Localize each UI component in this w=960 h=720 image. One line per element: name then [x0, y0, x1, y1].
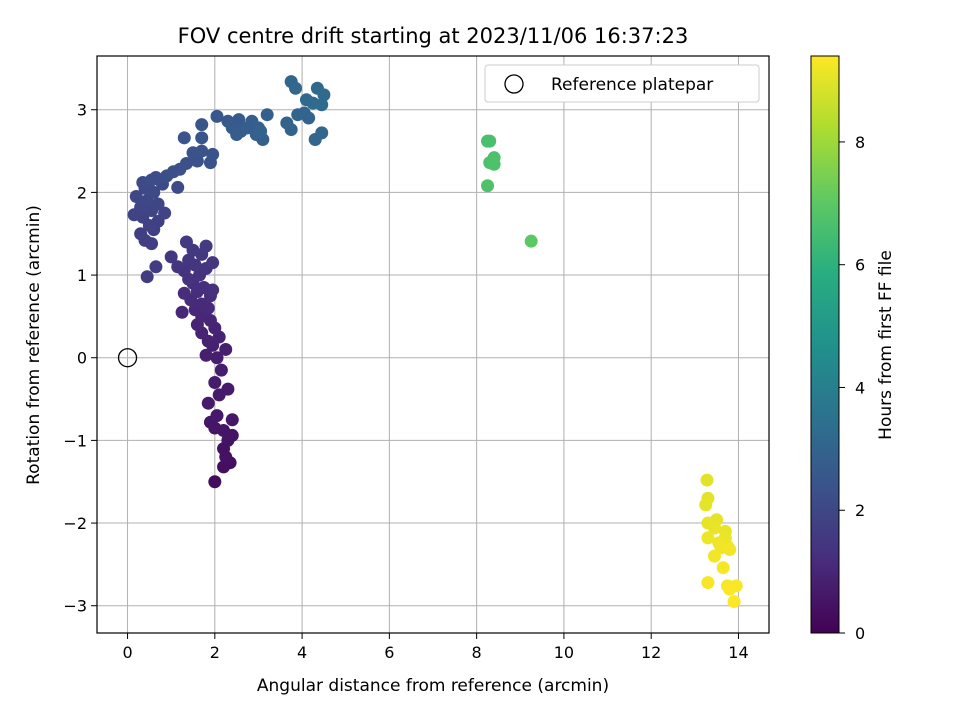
data-point [199, 239, 213, 253]
y-tick-label: 1 [77, 266, 87, 285]
colorbar-tick-label: 4 [855, 378, 865, 397]
x-tick-label: 2 [210, 643, 220, 662]
reference-platepar-marker [117, 348, 138, 368]
data-point [315, 98, 329, 112]
legend: Reference platepar [484, 64, 760, 103]
data-point [210, 109, 224, 123]
x-tick-label: 12 [641, 643, 661, 662]
plot-area-frame [96, 55, 770, 634]
data-point [315, 126, 329, 140]
colorbar-tick-label: 2 [855, 501, 865, 520]
colorbar-ticks: 0 2 4 6 8 [839, 133, 865, 643]
x-tick-label: 10 [554, 643, 574, 662]
y-tick-label: 2 [77, 183, 87, 202]
colorbar-gradient [810, 55, 840, 634]
data-point [206, 256, 220, 270]
chart-title: FOV centre drift starting at 2023/11/06 … [178, 24, 689, 48]
y-tick-label: −3 [63, 597, 87, 616]
x-tick-label: 6 [384, 643, 394, 662]
data-point [179, 156, 193, 170]
data-point [219, 342, 233, 356]
data-point [225, 413, 239, 427]
data-point [230, 128, 244, 142]
x-tick-label: 0 [122, 643, 132, 662]
data-point [206, 147, 220, 161]
data-point [727, 595, 741, 609]
data-point [210, 351, 224, 365]
legend-box [484, 64, 760, 103]
data-point [179, 235, 193, 249]
data-point [177, 131, 191, 145]
data-point [201, 396, 215, 410]
colorbar-tick-label: 6 [855, 256, 865, 275]
data-point [175, 305, 189, 319]
data-point [171, 260, 185, 274]
data-point [208, 376, 222, 390]
data-point [483, 134, 497, 148]
x-tick-label: 14 [728, 643, 748, 662]
data-point [716, 561, 730, 575]
data-point [481, 179, 495, 193]
data-point [158, 206, 172, 220]
data-point [151, 197, 165, 211]
data-point [210, 409, 224, 423]
data-point [195, 144, 209, 158]
data-point [214, 363, 228, 377]
data-point [487, 157, 501, 171]
data-point [149, 171, 163, 185]
colorbar-tick-label: 0 [855, 624, 865, 643]
data-point [208, 475, 222, 489]
data-point [699, 498, 713, 512]
data-point [195, 297, 209, 311]
y-tick-label: −2 [63, 514, 87, 533]
data-point [707, 521, 721, 535]
legend-marker-icon [504, 74, 524, 94]
data-point [254, 124, 268, 138]
data-point [284, 123, 298, 137]
data-point [524, 234, 538, 248]
data-point [221, 382, 235, 396]
y-tick-label: 0 [77, 349, 87, 368]
data-point [195, 131, 209, 145]
y-tick-label: 3 [77, 101, 87, 120]
data-point [129, 190, 143, 204]
data-point [206, 283, 220, 297]
data-point [289, 81, 303, 95]
y-axis-label: Rotation from reference (arcmin) [24, 205, 44, 485]
data-point [182, 253, 196, 267]
data-point [140, 270, 154, 284]
data-point [317, 88, 331, 102]
data-point [195, 118, 209, 132]
colorbar-tick-label: 8 [855, 133, 865, 152]
data-point [199, 348, 213, 362]
data-points [127, 75, 743, 609]
data-point [171, 180, 185, 194]
x-axis-ticks: 0 2 4 6 8 10 12 14 [122, 633, 749, 662]
colorbar-label: Hours from first FF file [876, 250, 896, 440]
data-point [700, 473, 714, 487]
data-point [134, 227, 148, 241]
data-point [177, 286, 191, 300]
data-point [164, 250, 178, 264]
y-axis-ticks: −3 −2 −1 0 1 2 3 [63, 101, 97, 616]
legend-entry-reference: Reference platepar [551, 75, 713, 95]
data-point [260, 108, 274, 122]
data-point [701, 576, 715, 590]
data-point [707, 549, 721, 563]
x-axis-label: Angular distance from reference (arcmin) [257, 676, 609, 696]
y-tick-label: −1 [63, 431, 87, 450]
data-point [723, 582, 737, 596]
data-point [297, 106, 311, 120]
data-point [701, 531, 715, 545]
x-tick-label: 8 [472, 643, 482, 662]
data-point [723, 543, 737, 557]
data-point [149, 260, 163, 274]
x-tick-label: 4 [297, 643, 307, 662]
colorbar: 0 2 4 6 8 Hours from first FF file [810, 55, 896, 643]
